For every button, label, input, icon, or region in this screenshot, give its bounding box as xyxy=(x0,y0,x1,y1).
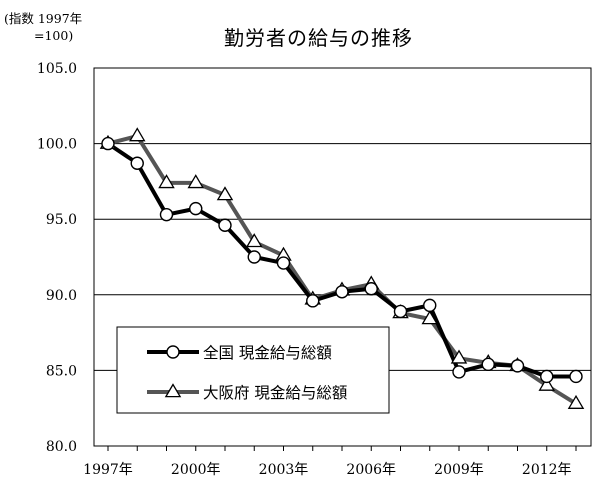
y-tick-label: 95.0 xyxy=(46,212,77,228)
data-point-circle xyxy=(452,365,466,379)
y-tick-label: 90.0 xyxy=(46,288,77,304)
x-axis-ticks: 1997年 2000年 2003年 2006年 2009年 2012年 xyxy=(83,446,577,478)
data-point-circle xyxy=(510,359,525,373)
unit-note-line2: =100) xyxy=(34,28,74,43)
data-point-circle xyxy=(130,156,144,170)
data-point-circle xyxy=(276,256,291,270)
data-point-circle xyxy=(364,282,378,296)
data-point-triangle xyxy=(187,174,205,189)
series-layer xyxy=(99,127,585,409)
data-point-circle xyxy=(423,298,437,313)
data-point-triangle xyxy=(245,233,263,248)
data-point-circle xyxy=(159,207,174,222)
data-point-circle xyxy=(306,294,320,308)
data-point-circle xyxy=(540,369,554,384)
data-point-circle xyxy=(247,250,261,264)
legend-marker-circle xyxy=(166,345,180,359)
unit-note: (指数 1997年 =100) xyxy=(4,10,82,44)
data-point-triangle xyxy=(450,349,468,364)
data-point-triangle xyxy=(158,174,175,189)
y-tick-label: 80.0 xyxy=(46,439,77,455)
data-point-circle xyxy=(569,369,583,384)
x-tick-label: 2003年 xyxy=(259,462,309,478)
x-tick-label: 2009年 xyxy=(434,462,484,478)
data-point-circle xyxy=(393,304,408,319)
chart-title: 勤労者の給与の推移 xyxy=(224,26,413,50)
x-tick-label: 2000年 xyxy=(171,462,221,478)
x-tick-label: 2012年 xyxy=(522,462,572,478)
legend-label: 大阪府 現金給与総額 xyxy=(203,384,347,402)
data-point-circle xyxy=(101,136,115,151)
data-point-circle xyxy=(481,357,495,372)
data-point-triangle xyxy=(421,310,439,325)
series-markers-national xyxy=(101,136,583,384)
data-point-triangle xyxy=(567,394,585,409)
data-point-triangle xyxy=(128,127,146,142)
y-tick-label: 100.0 xyxy=(37,137,77,153)
x-tick-label: 1997年 xyxy=(83,462,133,478)
data-point-circle xyxy=(335,285,349,299)
data-point-circle xyxy=(218,218,232,232)
data-point-triangle xyxy=(216,186,234,201)
y-tick-label: 105.0 xyxy=(37,61,77,77)
data-point-circle xyxy=(189,201,203,216)
data-point-triangle xyxy=(538,376,556,391)
y-tick-label: 85.0 xyxy=(46,363,77,379)
x-tick-label: 2006年 xyxy=(346,462,396,478)
legend-marker-triangle xyxy=(164,383,182,398)
legend-label: 全国 現金給与総額 xyxy=(203,344,332,362)
unit-note-line1: (指数 1997年 xyxy=(4,11,83,26)
legend-box xyxy=(116,326,390,414)
y-axis-ticks: 80.0 85.0 90.0 95.0 100.0 105.0 xyxy=(37,61,77,455)
